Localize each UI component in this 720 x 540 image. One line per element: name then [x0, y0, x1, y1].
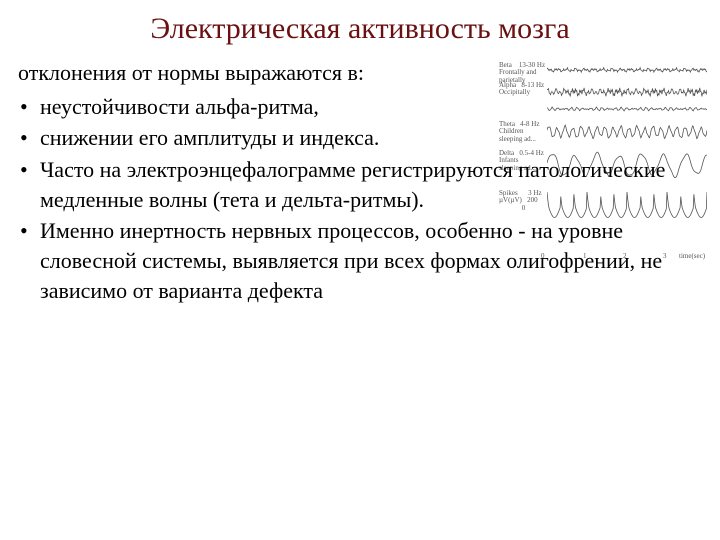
list-item: снижении его амплитуды и индекса.: [18, 123, 702, 153]
eeg-wave-icon: [547, 62, 707, 78]
content-area: Beta 13-30 Hz Frontally and parietallyAl…: [18, 58, 702, 306]
page-title: Электрическая активность мозга: [18, 12, 702, 46]
bullet-list: неустойчивости альфа-ритма, снижении его…: [18, 92, 702, 306]
list-item: неустойчивости альфа-ритма,: [18, 92, 702, 122]
list-item: Часто на электроэнцефалограмме регистрир…: [18, 155, 702, 214]
list-item: Именно инертность нервных процессов, осо…: [18, 216, 702, 305]
eeg-trace: Beta 13-30 Hz Frontally and parietally: [499, 62, 706, 78]
